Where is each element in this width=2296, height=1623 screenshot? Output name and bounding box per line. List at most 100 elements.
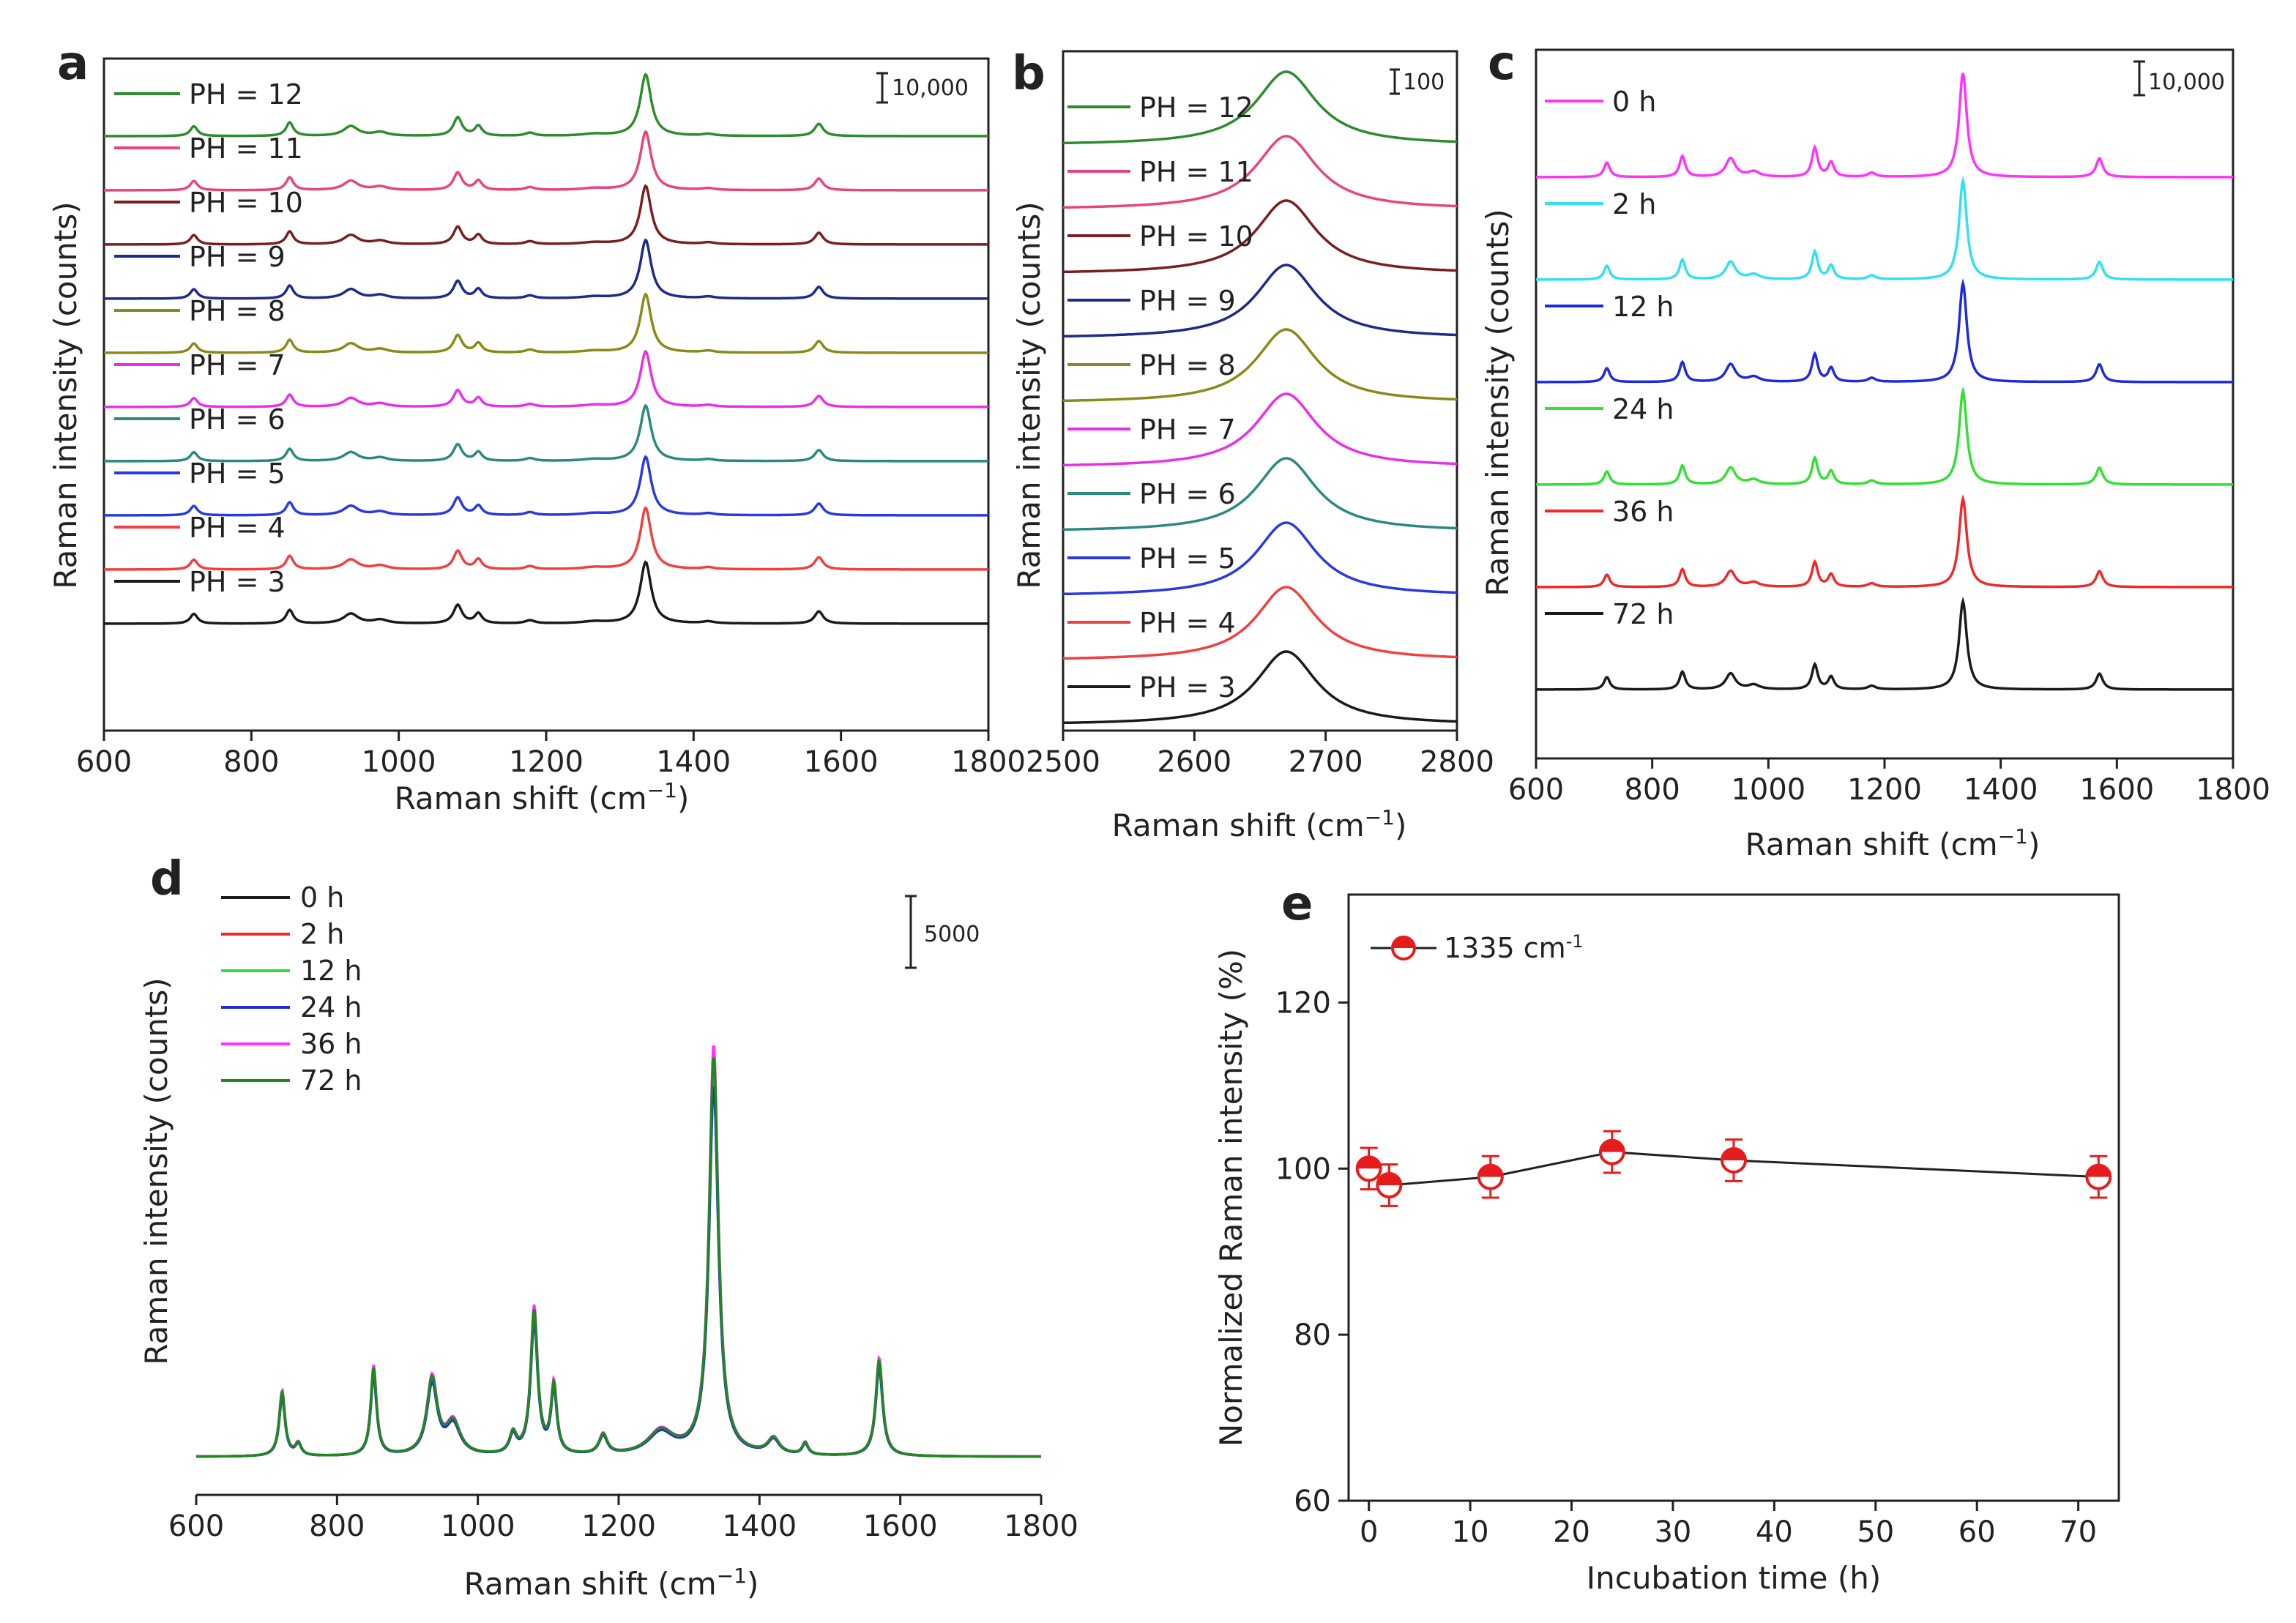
panel-c-x-axis: 600 800 1000 1200 1400 1600 1800: [1508, 758, 2270, 807]
panel-e-x-tick-label: 0: [1360, 1515, 1378, 1549]
panel-a-y-axis-label: Raman intensity (counts): [48, 201, 83, 589]
panel-c-x-tick-label: 600: [1508, 773, 1564, 807]
panel-c-x-tick-label: 1200: [1847, 773, 1922, 807]
panel-a-series-line: [104, 560, 988, 625]
panel-e-x-tick-label: 50: [1857, 1515, 1894, 1549]
panel-a-series: PH = 12 PH = 11 PH = 10 PH = 9 PH = 8 PH = 7 P…: [104, 72, 988, 625]
panel-b-legend-label: PH = 4: [1139, 607, 1236, 639]
panel-a-series-line: [104, 184, 988, 246]
panel-c-series-line: [1536, 72, 2233, 179]
panel-c-legend-label: 12 h: [1612, 291, 1674, 323]
panel-c-scale-bar-label: 10,000: [2148, 70, 2225, 95]
panel-label-c: c: [1488, 37, 1516, 91]
panel-d-chart: 600 800 1000 1200 1400 1600 1800 0 h 2 h 12 h 24 …: [138, 881, 1078, 1602]
panel-b-series-line: [1062, 135, 1458, 209]
panel-d-series-line: [196, 1074, 1041, 1458]
panel-b-legend-label: PH = 9: [1139, 285, 1236, 317]
panel-b-frame: [1062, 50, 1458, 732]
panel-b-legend-label: PH = 3: [1139, 671, 1236, 704]
panel-b-x-axis-label: Raman shift (cm−1): [1112, 805, 1407, 843]
panel-a-legend-label: PH = 11: [189, 133, 303, 165]
panel-b-x-tick-label: 2700: [1289, 745, 1363, 779]
panel-b-x-tick-label: 2800: [1420, 745, 1494, 779]
panel-b-legend-label: PH = 11: [1139, 156, 1253, 188]
panel-a-legend-label: PH = 7: [189, 349, 286, 381]
panel-e-data-point-fill: [1722, 1148, 1745, 1160]
panel-b-series-line: [1062, 70, 1458, 145]
panel-d-scale-bar: 5000: [905, 895, 980, 969]
panel-c-legend-label: 72 h: [1612, 598, 1674, 630]
panel-a-series-line: [104, 455, 988, 517]
panel-a-chart: PH = 12 PH = 11 PH = 10 PH = 9 PH = 8 PH = 7 P…: [48, 57, 1026, 816]
panel-c-chart: 0 h 2 h 12 h 24 h 36 h 72 h 600 800 1000 1200 140…: [1480, 48, 2270, 862]
panel-e-x-axis-label: Incubation time (h): [1587, 1560, 1882, 1596]
panel-e-y-tick-label: 80: [1294, 1318, 1331, 1352]
panel-b-series-line: [1062, 199, 1458, 274]
panel-b-legend-label: PH = 7: [1139, 414, 1236, 446]
panel-d-legend-label: 36 h: [300, 1028, 362, 1060]
panel-d-x-tick-label: 600: [168, 1510, 224, 1543]
panel-e-x-tick-label: 60: [1958, 1515, 1996, 1549]
panel-d-x-tick-label: 1200: [581, 1510, 656, 1543]
panel-e-data-point-fill: [1478, 1165, 1502, 1177]
panel-c-legend-label: 36 h: [1612, 496, 1674, 528]
panel-d-legend: 0 h 2 h 12 h 24 h 36 h 72 h: [221, 881, 362, 1097]
panel-b-legend-label: PH = 6: [1139, 478, 1236, 510]
panel-a-legend-label: PH = 10: [189, 187, 303, 219]
panel-b-x-tick-label: 2500: [1026, 745, 1100, 779]
panel-d-x-tick-label: 1400: [722, 1510, 797, 1543]
panel-a-legend-label: PH = 9: [189, 241, 286, 273]
panel-b-series-line: [1062, 521, 1458, 596]
panel-a-x-tick-label: 600: [76, 745, 132, 779]
panel-b-series-line: [1062, 457, 1458, 531]
panel-b-y-axis-label: Raman intensity (counts): [1011, 201, 1047, 589]
panel-d-x-tick-label: 1600: [863, 1510, 938, 1543]
panel-c-x-tick-label: 1400: [1964, 773, 2038, 807]
panel-c-legend-label: 0 h: [1612, 86, 1656, 118]
panel-b-legend-label: PH = 5: [1139, 542, 1236, 575]
panel-c-series-line: [1536, 176, 2233, 281]
panel-a-legend-label: PH = 4: [189, 512, 286, 544]
panel-c-series: 0 h 2 h 12 h 24 h 36 h 72 h: [1536, 72, 2233, 691]
panel-b-scale-bar-label: 100: [1403, 70, 1445, 95]
panel-d-series-line: [196, 1045, 1041, 1458]
panel-b-series-line: [1062, 328, 1458, 403]
panel-b-series-line: [1062, 392, 1458, 467]
panel-c-legend-label: 24 h: [1612, 393, 1674, 425]
panel-d-series-line: [196, 1062, 1041, 1458]
panel-a-series-line: [104, 72, 988, 138]
panel-a-legend-label: PH = 12: [189, 78, 303, 111]
panel-a-series-line: [104, 238, 988, 300]
panel-c-series-line: [1536, 493, 2233, 589]
panel-b-chart: PH = 12 PH = 11 PH = 10 PH = 9 PH = 8 PH = 7 P…: [1011, 50, 1494, 843]
panel-e-y-tick-label: 60: [1294, 1485, 1331, 1518]
panel-a-x-axis-label: Raman shift (cm−1): [395, 778, 690, 816]
panel-a-x-tick-label: 1800: [951, 745, 1026, 779]
panel-a-series-line: [104, 292, 988, 354]
panel-c-x-tick-label: 1000: [1731, 773, 1805, 807]
panel-c-series-line: [1536, 278, 2233, 384]
panel-label-d: d: [150, 852, 184, 906]
panel-a-x-axis: 600 800 1000 1200 1400 1600 1800: [76, 731, 1026, 779]
panel-e-data-point-fill: [1357, 1157, 1381, 1169]
panel-a-series-line: [104, 130, 988, 192]
panel-e-x-tick-label: 10: [1452, 1515, 1489, 1549]
panel-a-series-line: [104, 506, 988, 571]
panel-d-series-line: [196, 1057, 1041, 1458]
panel-b-series-line: [1062, 586, 1458, 660]
panel-a-series-line: [104, 349, 988, 408]
panel-c-x-tick-label: 800: [1624, 773, 1680, 807]
panel-d-x-axis: 600 800 1000 1200 1400 1600 1800: [168, 1495, 1078, 1543]
panel-e-chart: 0 10 20 30 40 50 60 70 60 80 100 120 1335 cm-1 Incu…: [1213, 893, 2120, 1596]
panel-c-scale-bar: 10,000: [2133, 60, 2225, 97]
panel-b-x-tick-label: 2600: [1157, 745, 1231, 779]
panel-c-series-line: [1536, 596, 2233, 691]
panel-c-x-tick-label: 1800: [2196, 773, 2270, 807]
panel-b-series: PH = 12 PH = 11 PH = 10 PH = 9 PH = 8 PH = 7 P…: [1062, 70, 1458, 725]
panel-d-legend-label: 12 h: [300, 955, 362, 987]
panel-a-series-line: [104, 403, 988, 463]
panel-d-legend-label: 0 h: [300, 881, 344, 914]
panel-d-legend-label: 2 h: [300, 918, 344, 950]
panel-a-legend-label: PH = 8: [189, 295, 286, 327]
panel-d-x-axis-label: Raman shift (cm−1): [464, 1564, 759, 1602]
